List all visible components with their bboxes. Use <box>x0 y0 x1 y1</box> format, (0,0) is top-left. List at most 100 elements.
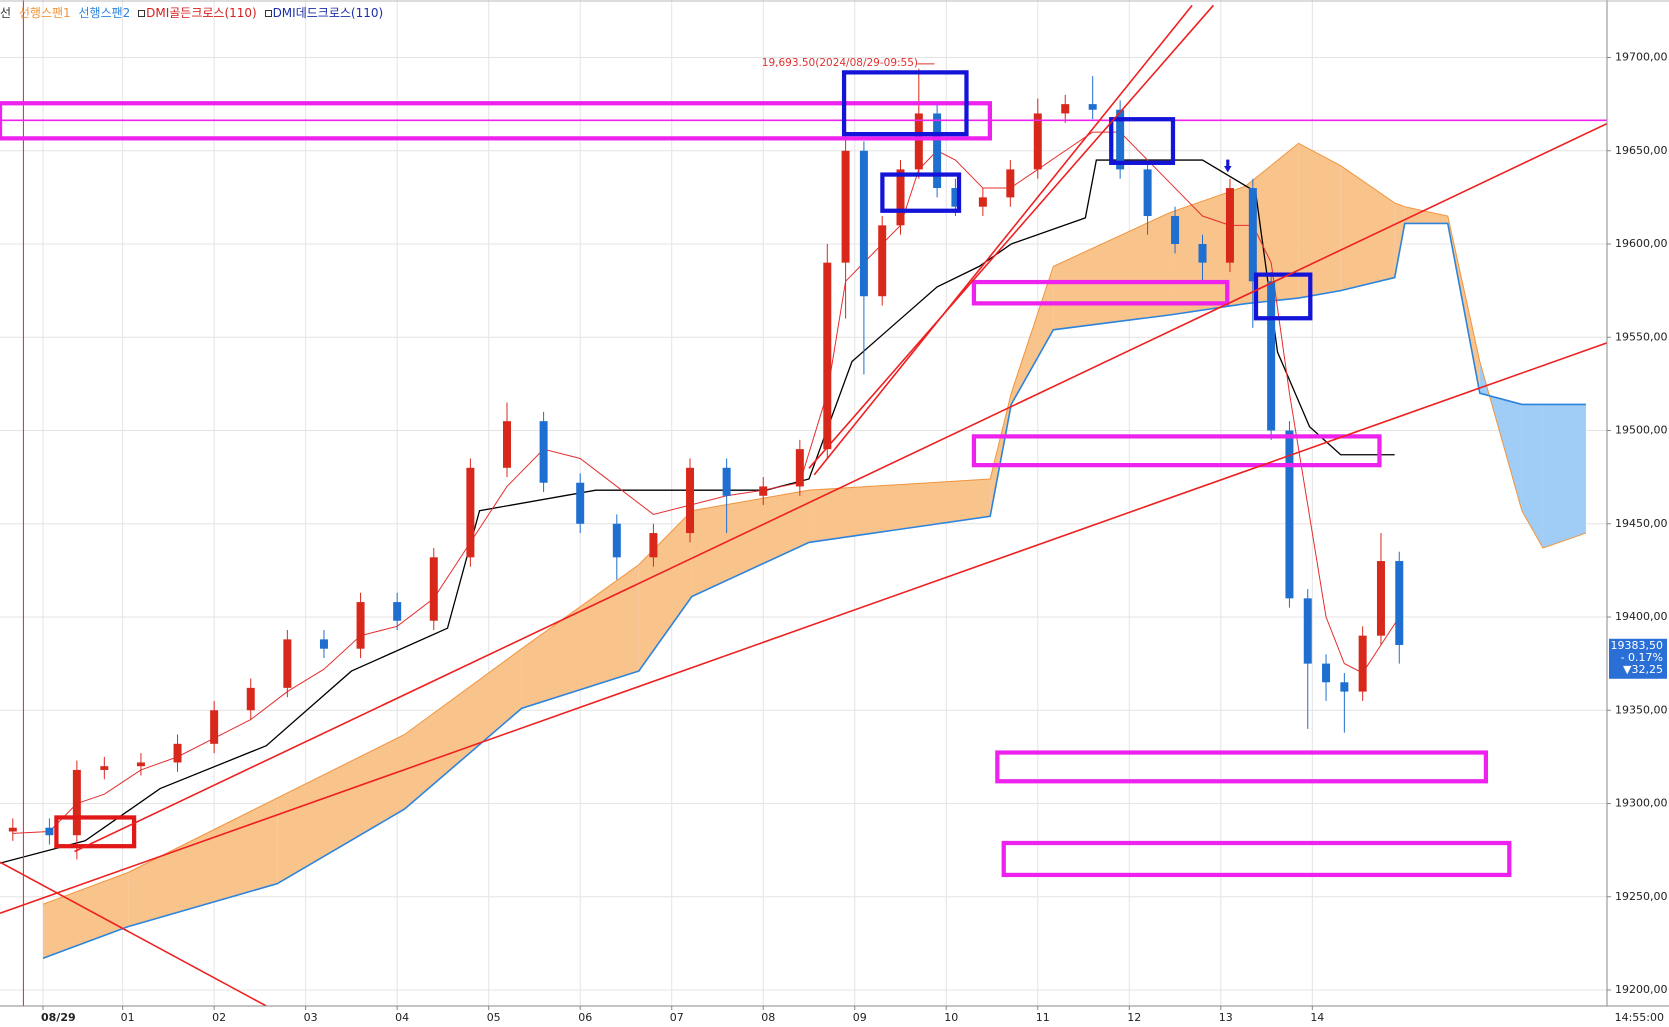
candle-body <box>576 482 585 524</box>
candle-body <box>1171 216 1180 244</box>
cloud-fill <box>1542 404 1586 548</box>
x-tick-label: 08 <box>761 1011 775 1024</box>
candle-body <box>686 467 695 534</box>
y-tick-label: 19300,00 <box>1615 797 1668 810</box>
cloud-fill <box>277 734 405 884</box>
candle-body <box>1395 561 1404 645</box>
candle-body <box>173 743 182 763</box>
candle-body <box>878 225 887 297</box>
candle-body <box>393 602 402 621</box>
cloud-fill <box>1521 404 1543 548</box>
y-tick-label: 19650,00 <box>1615 144 1668 157</box>
cloud-fill <box>638 510 692 672</box>
candle-body <box>1285 430 1294 599</box>
candle-body <box>319 639 328 649</box>
candle-body <box>859 150 868 297</box>
zone-box <box>971 434 1382 468</box>
candle-body <box>759 486 768 496</box>
x-tick-label: 07 <box>670 1011 684 1024</box>
candle-body <box>502 421 511 468</box>
candle-body <box>1340 682 1349 692</box>
x-tick-label: 01 <box>121 1011 135 1024</box>
annotation: 19,693.50(2024/08/29-09:55) <box>762 57 918 69</box>
x-tick-label: 08/29 <box>41 1011 76 1024</box>
candle-body <box>429 557 438 621</box>
legend-prefix: 선 <box>0 6 12 20</box>
candle-body <box>1143 169 1152 217</box>
candle-body <box>283 639 292 688</box>
y-tick-label: 19400,00 <box>1615 610 1668 623</box>
trend-line <box>0 861 267 1007</box>
candle-body <box>1198 244 1207 263</box>
legend-text: DMI골든크로스(110) <box>146 6 257 20</box>
legend-item: DMI골든크로스(110) <box>138 6 257 20</box>
candle-body <box>914 113 923 170</box>
candle-body <box>841 150 850 263</box>
signal-box <box>1253 272 1313 321</box>
candle-body <box>1358 635 1367 692</box>
x-tick-label: 13 <box>1219 1011 1233 1024</box>
x-tick-label: 02 <box>212 1011 226 1024</box>
y-tick-label: 19250,00 <box>1615 890 1668 903</box>
candle-body <box>1322 663 1331 683</box>
legend-text: DMI데드크로스(110) <box>272 6 384 20</box>
x-tick-label: 10 <box>944 1011 958 1024</box>
cloud-fill <box>43 872 129 959</box>
y-tick-label: 19550,00 <box>1615 330 1668 343</box>
signal-box <box>1109 117 1176 165</box>
trend-line <box>813 4 1193 476</box>
signal-arrow <box>1224 159 1232 173</box>
cloud-line <box>42 142 1587 905</box>
time-label: 14:55:00 <box>1615 1011 1664 1024</box>
trend-line <box>0 341 1608 915</box>
candle-body <box>1303 598 1312 664</box>
candle-body <box>951 188 960 207</box>
y-tick-label: 19700,00 <box>1615 51 1668 64</box>
zone-box <box>0 101 993 141</box>
candle-body <box>1376 561 1385 636</box>
trend-line <box>74 122 1608 853</box>
legend-item: 선행스팬1 <box>18 6 71 20</box>
candle-body <box>136 762 145 767</box>
candle-body <box>466 467 475 558</box>
drawings <box>0 0 1608 1007</box>
signal-box <box>54 815 137 849</box>
candle-body <box>933 113 942 189</box>
zone-box <box>971 279 1230 306</box>
y-tick-label: 19600,00 <box>1615 237 1668 250</box>
cloud <box>43 143 1586 959</box>
x-tick-label: 05 <box>487 1011 501 1024</box>
cloud-fill <box>1245 143 1299 304</box>
y-tick-label: 19350,00 <box>1615 703 1668 716</box>
zone-box <box>1001 840 1512 878</box>
price-change: ▼32,25 <box>1623 663 1663 676</box>
x-tick-label: 09 <box>853 1011 867 1024</box>
candle-body <box>896 169 905 226</box>
cloud-fill <box>1298 143 1341 299</box>
y-tick-label: 19500,00 <box>1615 424 1668 437</box>
candle-body <box>1033 113 1042 170</box>
trend-line <box>808 4 1215 469</box>
y-tick-label: 19200,00 <box>1615 983 1668 996</box>
x-tick-label: 03 <box>304 1011 318 1024</box>
candle-body <box>649 533 658 558</box>
cloud-fill <box>1404 206 1448 224</box>
candle-body <box>356 602 365 649</box>
candle-body <box>722 467 731 496</box>
kijun-line <box>0 159 1395 864</box>
candle-body <box>1088 104 1097 110</box>
candle-body <box>45 827 54 836</box>
candle-body <box>72 769 81 836</box>
candle-body <box>246 687 255 711</box>
candle-body <box>1061 104 1070 114</box>
x-tick-label: 04 <box>395 1011 409 1024</box>
candle-body <box>1267 281 1276 431</box>
candle-body <box>1116 109 1125 170</box>
legend: 선 선행스팬1 선행스팬2 DMI골든크로스(110) DMI데드크로스(110… <box>0 4 387 21</box>
price-change-pct: - 0.17% <box>1621 651 1663 664</box>
signal-box <box>841 70 969 137</box>
candle-body <box>1248 188 1257 282</box>
candle-body <box>1006 169 1015 198</box>
